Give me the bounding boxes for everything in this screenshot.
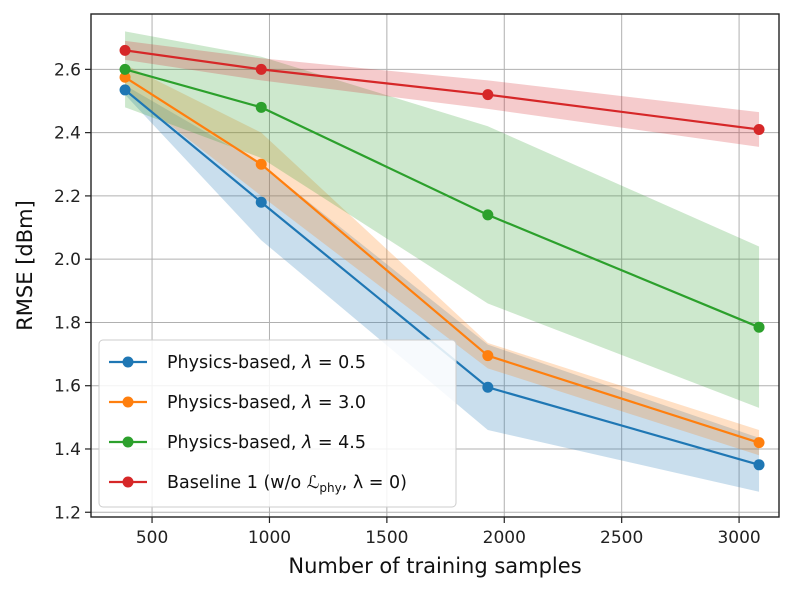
legend-text-part: , λ = 0) xyxy=(342,473,407,493)
legend-text-part: Physics-based, xyxy=(167,433,302,453)
series-line-2 xyxy=(124,68,760,329)
data-point-2-0 xyxy=(119,63,131,75)
x-tick-label: 500 xyxy=(136,528,168,548)
y-tick-label: 2.6 xyxy=(54,60,81,80)
plot-frame xyxy=(90,13,780,518)
series-lines xyxy=(124,49,760,466)
legend-label-2: Physics-based, λ = 4.5 xyxy=(167,433,366,453)
data-point-0-2 xyxy=(482,381,494,393)
legend-label-0: Physics-based, λ = 0.5 xyxy=(167,353,366,373)
confidence-band-1 xyxy=(125,64,760,456)
confidence-band-2 xyxy=(125,31,760,408)
x-tick-label: 1000 xyxy=(248,528,291,548)
series-line-1 xyxy=(124,76,760,444)
x-tick-label: 1500 xyxy=(365,528,408,548)
legend-marker-2 xyxy=(122,436,134,448)
legend-text-part: Baseline 1 (w/o xyxy=(167,473,307,493)
legend-text-part: ℒ xyxy=(307,473,320,493)
data-point-3-0 xyxy=(119,44,131,56)
y-tick-label: 2.0 xyxy=(54,250,81,270)
legend-text-part: phy xyxy=(319,481,341,495)
legend-text-part: = 0.5 xyxy=(312,353,366,373)
legend-box xyxy=(98,339,457,508)
x-axis-label: Number of training samples xyxy=(288,554,581,578)
data-point-2-2 xyxy=(482,209,494,221)
series-points xyxy=(119,44,765,471)
legend-marker-0 xyxy=(122,356,134,368)
data-point-1-1 xyxy=(255,158,267,170)
series-line-0 xyxy=(124,89,760,466)
data-point-1-0 xyxy=(119,71,131,83)
legend-text-part: Physics-based, xyxy=(167,353,302,373)
confidence-bands xyxy=(125,31,760,492)
confidence-band-0 xyxy=(125,85,760,492)
legend-label-3: Baseline 1 (w/o ℒphy, λ = 0) xyxy=(167,473,407,495)
y-axis-ticks: 1.2 1.4 1.6 1.8 2.0 2.2 2.4 2.6 xyxy=(54,60,91,523)
y-tick-label: 2.4 xyxy=(54,124,81,144)
legend-marker-3 xyxy=(122,476,134,488)
x-tick-label: 2000 xyxy=(483,528,526,548)
data-point-3-2 xyxy=(482,89,494,101)
series-line-3 xyxy=(124,49,760,131)
x-tick-label: 2500 xyxy=(600,528,643,548)
legend-text-part: λ xyxy=(301,433,312,453)
data-point-1-3 xyxy=(753,437,765,449)
legend-text-part: λ xyxy=(301,393,312,413)
data-point-2-3 xyxy=(753,321,765,333)
data-point-1-2 xyxy=(482,350,494,362)
data-point-3-1 xyxy=(255,63,267,75)
y-tick-label: 1.8 xyxy=(54,313,81,333)
y-tick-label: 1.6 xyxy=(54,377,81,397)
data-point-0-1 xyxy=(255,196,267,208)
y-tick-label: 1.4 xyxy=(54,440,81,460)
y-tick-label: 2.2 xyxy=(54,187,81,207)
x-tick-label: 3000 xyxy=(717,528,760,548)
y-tick-label: 1.2 xyxy=(54,503,81,523)
y-axis-label: RMSE [dBm] xyxy=(13,200,37,331)
legend-text-part: = 4.5 xyxy=(312,433,366,453)
data-point-0-0 xyxy=(119,84,131,96)
legend-marker-1 xyxy=(122,396,134,408)
legend-text-part: = 3.0 xyxy=(312,393,366,413)
data-point-0-3 xyxy=(753,459,765,471)
x-axis-ticks: 500 1000 1500 2000 2500 3000 xyxy=(136,517,761,548)
legend-text-part: λ xyxy=(301,353,312,373)
data-point-2-1 xyxy=(255,101,267,113)
data-point-3-3 xyxy=(753,123,765,135)
legend-label-1: Physics-based, λ = 3.0 xyxy=(167,393,366,413)
confidence-band-3 xyxy=(125,40,760,147)
legend-text-part: Physics-based, xyxy=(167,393,302,413)
